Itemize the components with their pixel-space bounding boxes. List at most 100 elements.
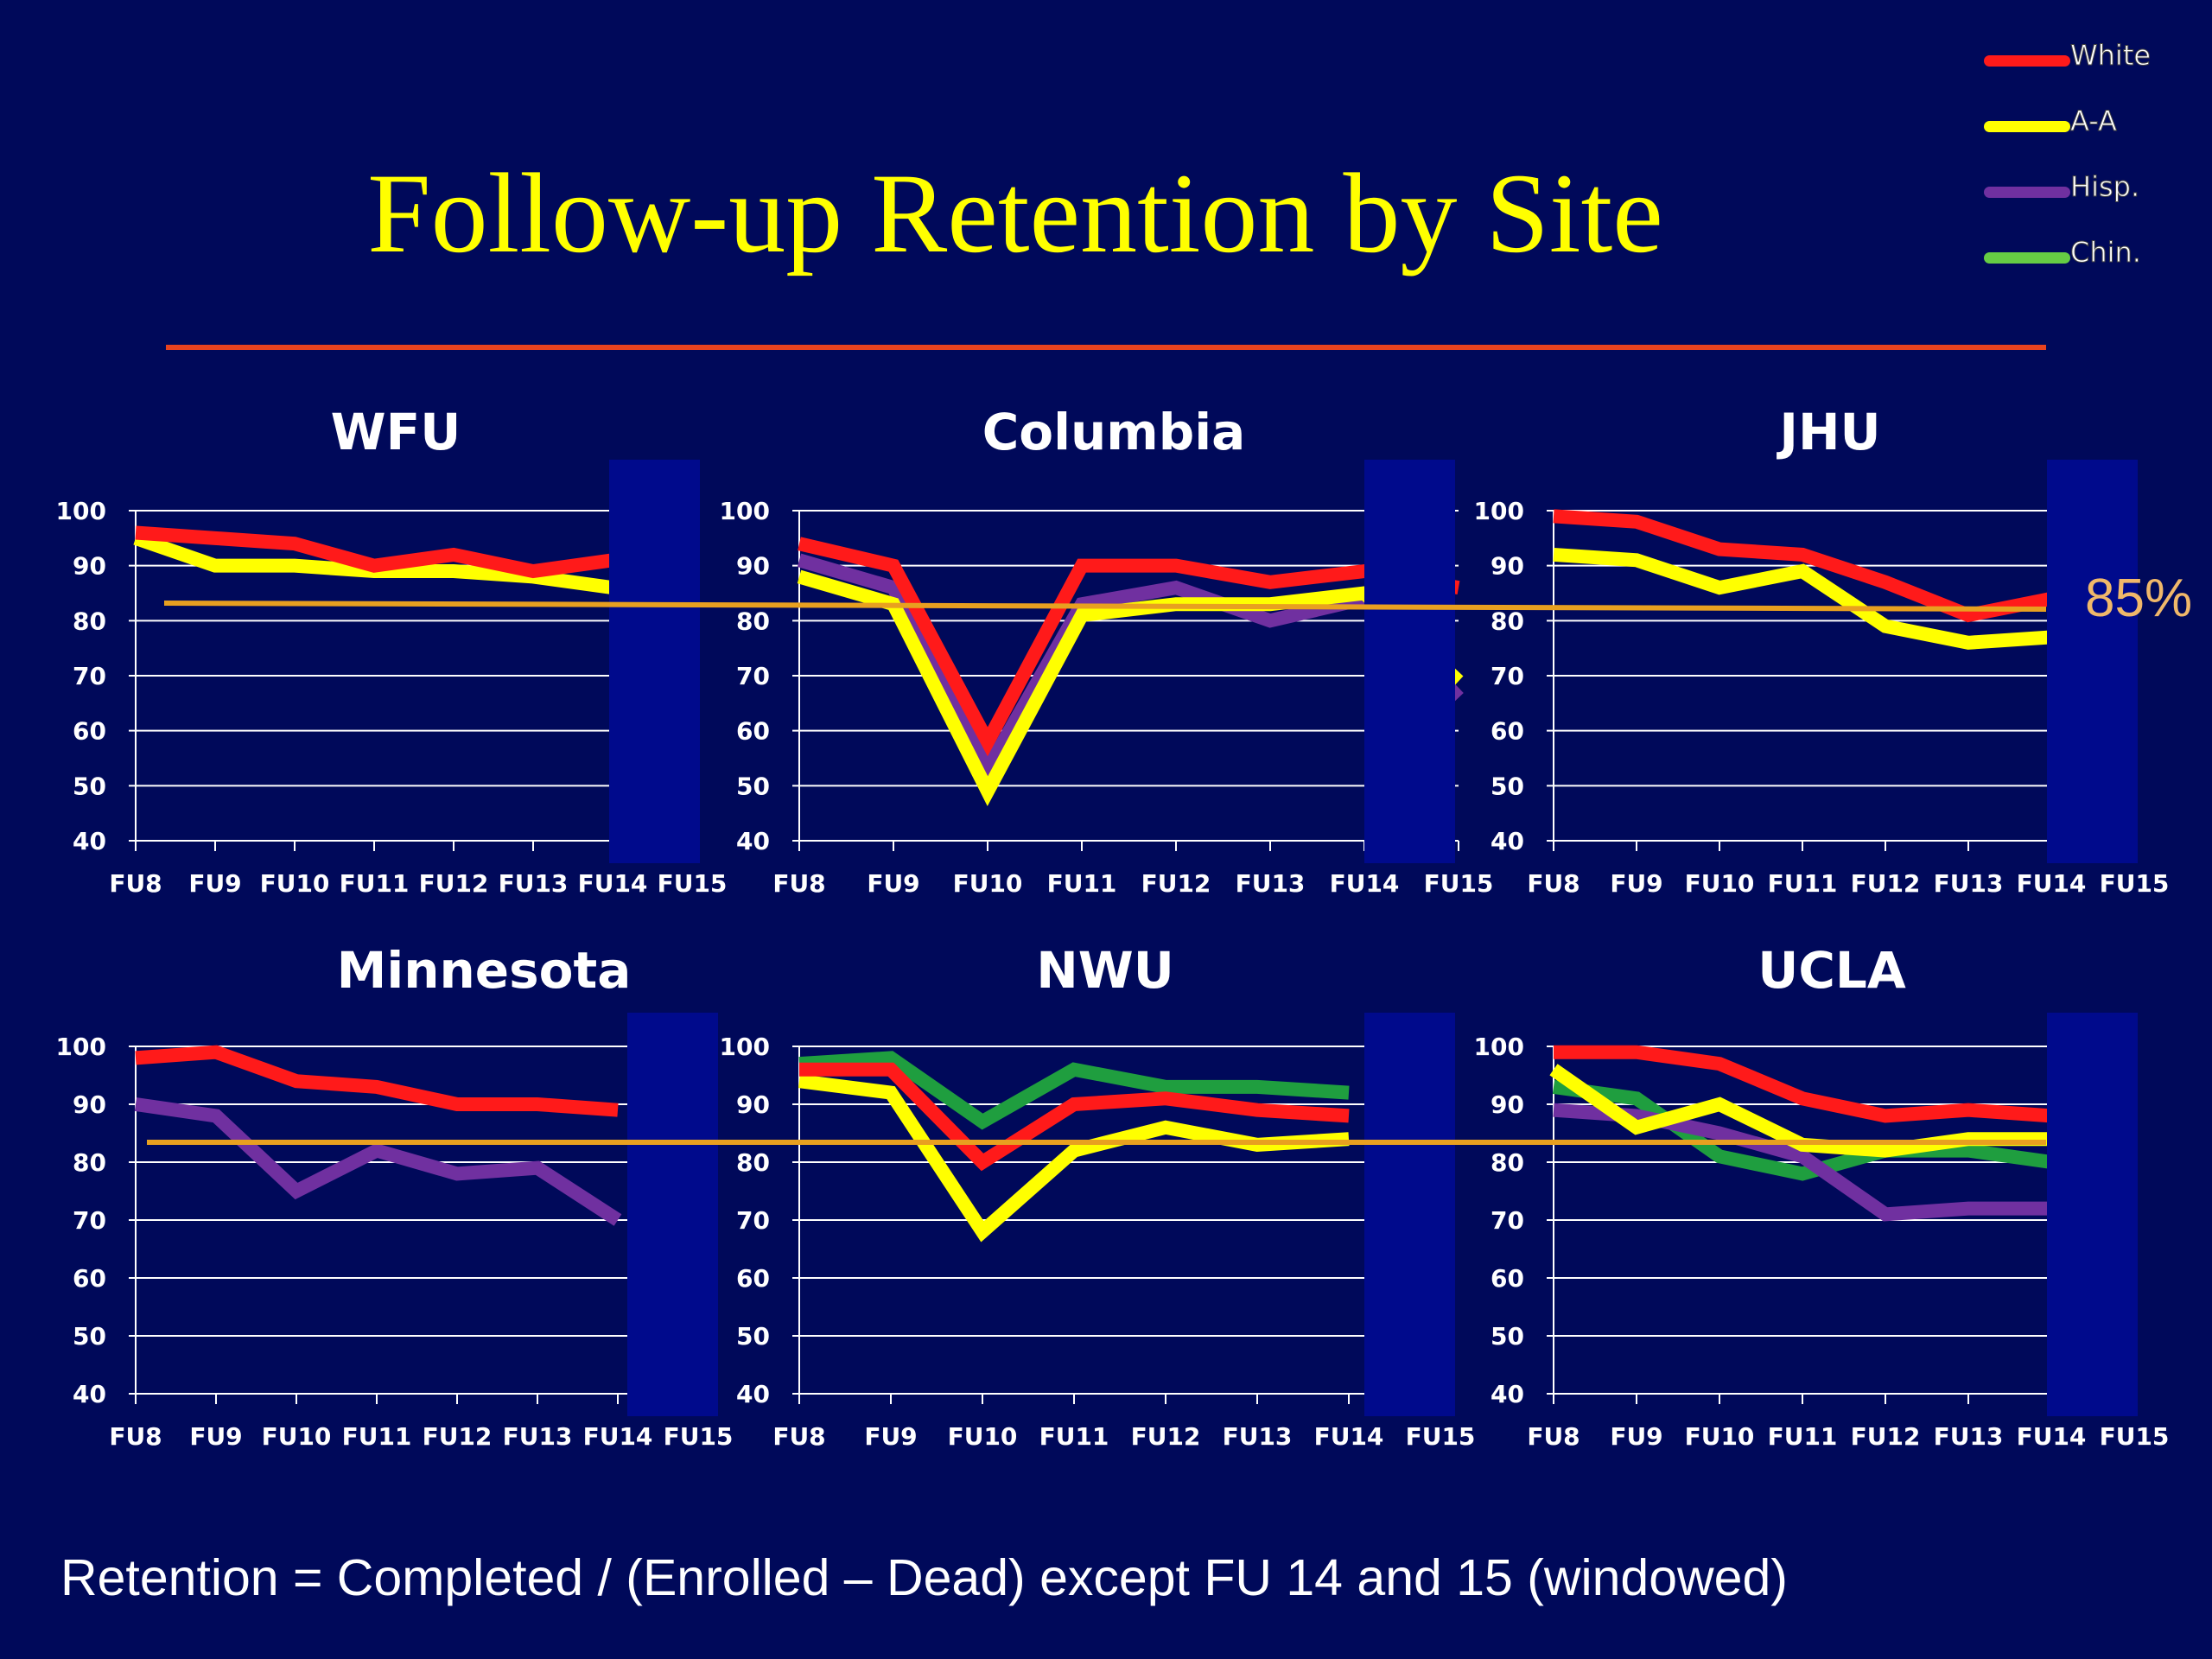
y-tick-label: 100 — [1474, 497, 1524, 525]
x-tick-label: FU12 — [1851, 869, 1921, 898]
x-tick-label: FU14 — [2017, 1422, 2087, 1451]
x-tick-label: FU8 — [772, 869, 825, 898]
slide-title: Follow-up Retention by Site — [367, 149, 1663, 276]
y-tick-label: 90 — [73, 552, 106, 581]
x-tick-label: FU15 — [1406, 1422, 1476, 1451]
chart-title-nwu: NWU — [1036, 941, 1174, 1000]
y-tick-label: 70 — [73, 1206, 106, 1235]
series-line-chin — [798, 1051, 1350, 1130]
series-line-hisp — [134, 1097, 622, 1226]
y-tick-label: 50 — [73, 1322, 106, 1351]
chart-title-ucla: UCLA — [1758, 941, 1906, 1000]
y-tick-label: 70 — [73, 662, 106, 690]
covered-region — [1364, 460, 1455, 863]
x-tick-label: FU8 — [772, 1422, 825, 1451]
x-tick-label: FU8 — [1527, 869, 1580, 898]
x-tick-label: FU15 — [2100, 1422, 2170, 1451]
legend-label-white: White — [2069, 39, 2152, 73]
legend-swatch-aa — [1984, 121, 2070, 132]
legend-swatch-chin — [1984, 252, 2070, 264]
y-tick-label: 60 — [736, 717, 770, 746]
legend-item-aa: A-A — [1984, 104, 2191, 169]
legend-swatch-white — [1984, 55, 2070, 67]
x-tick-label: FU13 — [1934, 1422, 2004, 1451]
y-tick-label: 60 — [736, 1264, 770, 1293]
x-tick-label: FU9 — [1610, 1422, 1662, 1451]
covered-region — [2047, 1013, 2138, 1416]
title-divider — [166, 345, 2046, 350]
legend-item-chin: Chin. — [1984, 235, 2191, 301]
chart-title-jhu: JHU — [1776, 403, 1880, 461]
y-tick-label: 40 — [73, 1380, 106, 1408]
y-tick-label: 100 — [720, 497, 770, 525]
x-tick-label: FU8 — [1527, 1422, 1580, 1451]
y-tick-label: 80 — [73, 1148, 106, 1177]
chart-title-wfu: WFU — [331, 403, 461, 461]
y-tick-label: 60 — [1491, 1264, 1524, 1293]
y-tick-label: 70 — [1491, 662, 1524, 690]
y-tick-label: 100 — [56, 1033, 106, 1061]
y-tick-label: 40 — [1491, 1380, 1524, 1408]
covered-region — [1364, 1013, 1455, 1416]
series-line-white — [1554, 1045, 2135, 1129]
series-line-hisp — [797, 553, 1464, 784]
series-line-white — [135, 1045, 619, 1117]
legend-label-chin: Chin. — [2070, 236, 2142, 270]
x-tick-label: FU9 — [189, 1422, 242, 1451]
x-tick-label: FU8 — [109, 1422, 162, 1451]
y-tick-label: 50 — [73, 772, 106, 800]
chart-title-columbia: Columbia — [982, 403, 1246, 461]
legend-label-hisp: Hisp. — [2069, 170, 2140, 204]
x-tick-label: FU12 — [1141, 869, 1211, 898]
series-line-white — [798, 537, 1460, 757]
legend: White A-A Hisp. Chin. — [1984, 38, 2191, 301]
x-tick-label: FU10 — [1685, 1422, 1755, 1451]
y-tick-label: 40 — [73, 827, 106, 855]
x-tick-label: FU11 — [1039, 1422, 1109, 1451]
y-tick-label: 90 — [1491, 552, 1524, 581]
x-tick-label: FU13 — [499, 869, 569, 898]
x-tick-label: FU11 — [342, 1422, 412, 1451]
x-tick-label: FU13 — [503, 1422, 573, 1451]
x-tick-label: FU9 — [188, 869, 241, 898]
y-tick-label: 80 — [1491, 607, 1524, 635]
y-tick-label: 80 — [73, 607, 106, 635]
x-tick-label: FU15 — [1424, 869, 1494, 898]
series-line-white — [799, 1062, 1350, 1172]
y-tick-label: 90 — [73, 1090, 106, 1119]
x-tick-label: FU15 — [658, 869, 728, 898]
y-tick-label: 60 — [73, 1264, 106, 1293]
covered-region — [609, 460, 700, 863]
y-tick-label: 70 — [736, 662, 770, 690]
x-tick-label: FU10 — [260, 869, 330, 898]
chart-title-minnesota: Minnesota — [337, 941, 632, 1000]
x-tick-label: FU9 — [864, 1422, 917, 1451]
y-tick-label: 90 — [1491, 1090, 1524, 1119]
x-tick-label: FU11 — [1047, 869, 1117, 898]
x-tick-label: FU11 — [1768, 869, 1838, 898]
covered-region — [2047, 460, 2138, 863]
y-tick-label: 40 — [736, 827, 770, 855]
y-tick-label: 50 — [736, 772, 770, 800]
x-tick-label: FU8 — [109, 869, 162, 898]
x-tick-label: FU11 — [340, 869, 410, 898]
x-tick-label: FU15 — [664, 1422, 734, 1451]
series-line-white — [135, 525, 614, 579]
x-tick-label: FU10 — [948, 1422, 1018, 1451]
x-tick-label: FU14 — [2017, 869, 2087, 898]
y-tick-label: 60 — [73, 717, 106, 746]
series-line-chin — [1552, 1079, 2138, 1215]
y-tick-label: 70 — [736, 1206, 770, 1235]
legend-swatch-hisp — [1984, 187, 2070, 198]
x-tick-label: FU10 — [953, 869, 1023, 898]
x-tick-label: FU13 — [1236, 869, 1306, 898]
x-tick-label: FU13 — [1934, 869, 2004, 898]
x-tick-label: FU10 — [1685, 869, 1755, 898]
x-tick-label: FU11 — [1768, 1422, 1838, 1451]
covered-region — [627, 1013, 718, 1416]
y-tick-label: 100 — [720, 1033, 770, 1061]
